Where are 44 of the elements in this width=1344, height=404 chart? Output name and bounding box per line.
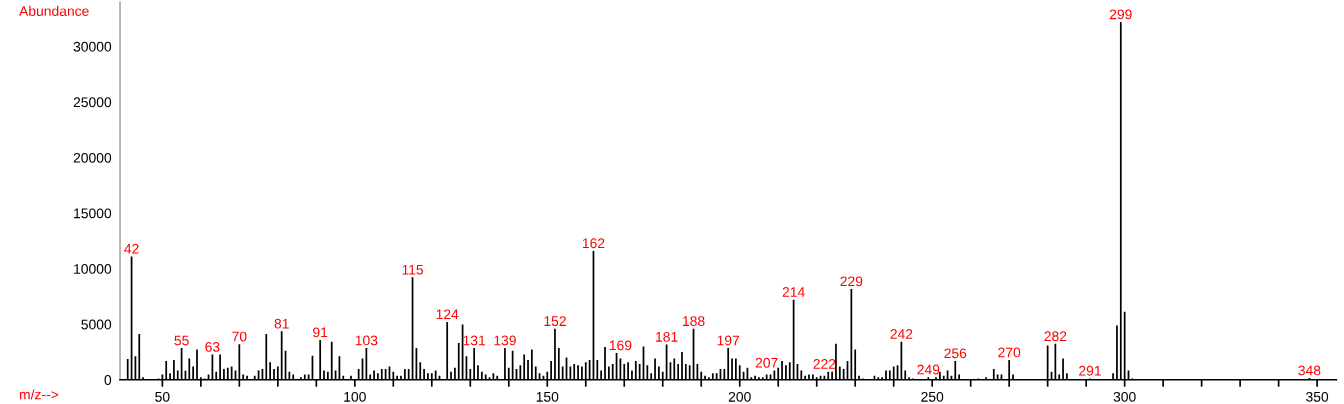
annotation: 103: [355, 335, 378, 346]
x-tick-label: 350: [1306, 391, 1329, 402]
annotation: 207: [755, 357, 778, 368]
annotation: 291: [1079, 365, 1101, 376]
x-tick-label: 250: [921, 391, 944, 402]
annotation: 282: [1044, 331, 1067, 342]
annotation: 152: [544, 316, 566, 327]
y-tick-label: 15000: [74, 208, 112, 219]
annotation: 214: [782, 287, 805, 297]
annotation: 91: [313, 327, 328, 338]
annotation: 299: [1109, 9, 1132, 20]
x-tick-label: 300: [1113, 391, 1136, 402]
y-tick-label: 25000: [73, 97, 112, 108]
x-tick-label: 150: [536, 391, 559, 402]
y-tick-label: 5000: [81, 319, 112, 330]
annotation: 188: [683, 316, 705, 327]
annotation: 348: [1298, 365, 1321, 376]
annotation: 169: [609, 340, 632, 351]
annotation: 249: [917, 364, 940, 375]
annotation: 115: [402, 264, 424, 275]
y-axis-title: Abundance: [19, 5, 89, 16]
annotation: 42: [124, 243, 139, 254]
x-axis-title: m/z-->: [19, 389, 59, 400]
annotation: 197: [717, 335, 740, 346]
annotation: 139: [494, 335, 516, 346]
annotation: 229: [840, 276, 863, 287]
annotation: 242: [890, 329, 913, 339]
annotation: 270: [998, 347, 1021, 358]
x-tick-label: 200: [728, 391, 751, 402]
annotation: 124: [436, 309, 459, 320]
annotation: 256: [944, 348, 967, 359]
x-tick-label: 100: [344, 391, 366, 402]
annotation: 131: [463, 335, 486, 346]
annotation: 81: [274, 318, 289, 329]
annotation: 181: [656, 331, 678, 342]
y-tick-label: 0: [104, 375, 112, 385]
y-tick-label: 20000: [73, 152, 112, 163]
y-tick-label: 30000: [73, 41, 112, 52]
annotation: 70: [232, 331, 247, 342]
annotation: 55: [174, 335, 189, 346]
annotation: 162: [582, 238, 605, 249]
annotation: 63: [205, 341, 220, 352]
y-tick-label: 10000: [74, 263, 112, 274]
x-tick-label: 50: [155, 391, 170, 402]
